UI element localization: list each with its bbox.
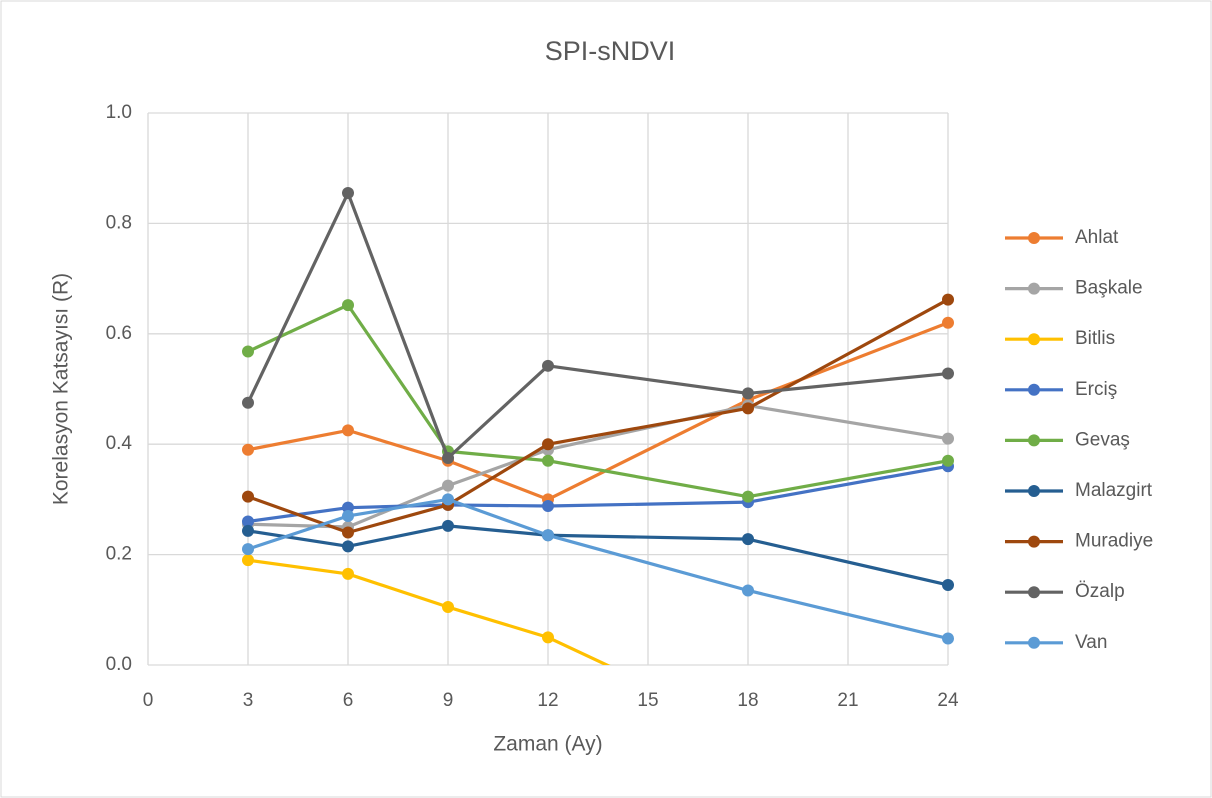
data-point [742,402,754,415]
y-tick-label: 0.0 [106,654,132,675]
legend-marker [1028,434,1040,447]
legend-label: Ahlat [1075,227,1119,248]
data-point [942,316,954,329]
data-point [542,529,554,542]
legend-marker [1028,232,1040,244]
legend-marker [1028,383,1040,396]
data-point [742,490,754,503]
data-point [942,632,954,645]
data-point [442,601,454,614]
data-point [942,578,954,591]
data-point [342,540,354,553]
data-point [542,500,554,513]
plot-area [242,187,954,665]
data-point [242,345,254,358]
data-point [242,396,254,409]
data-point [442,493,454,506]
data-point [742,584,754,597]
grid: 0.0 0.2 0.4 0.6 0.8 1.0 0 3 6 9 12 15 18 21 24 [106,102,959,711]
series-line [247,497,949,641]
legend-label: Muradiye [1075,531,1153,552]
chart-title: SPI-sNDVI [545,36,676,66]
data-point [242,443,254,456]
data-point [342,187,354,200]
data-point [342,424,354,437]
data-point [342,509,354,522]
legend-label: Bitlis [1075,328,1115,349]
series-line [247,303,949,499]
data-point [242,490,254,503]
data-point [942,454,954,467]
data-point [342,299,354,312]
data-point [942,432,954,445]
data-point [542,438,554,451]
data-point [242,543,254,556]
data-point [742,387,754,400]
y-tick-label: 0.2 [106,544,132,565]
data-point [442,452,454,464]
data-point [542,631,554,644]
data-point [242,515,254,528]
x-tick-label: 12 [537,690,558,711]
x-tick-label: 6 [343,690,354,711]
legend-marker [1028,535,1040,548]
data-point [342,526,354,539]
legend-marker [1028,586,1040,599]
y-axis-title: Korelasyon Katsayısı (R) [50,273,73,505]
y-tick-label: 0.8 [106,212,132,233]
y-tick-label: 1.0 [106,102,132,123]
data-point [542,454,554,467]
x-tick-label: 9 [443,690,454,711]
legend-label: Özalp [1075,581,1125,602]
data-point [942,367,954,380]
x-tick-label: 3 [243,690,254,711]
series-line [247,321,949,501]
data-point [242,524,254,537]
data-point [342,501,354,514]
legend: Ahlat Başkale Bitlis Erciş Gevaş Malazgirt Mur… [1005,227,1153,653]
data-point [442,479,454,492]
series-line [247,524,949,587]
legend-marker [1028,636,1040,649]
data-point [342,567,354,580]
y-tick-label: 0.4 [106,433,133,454]
legend-marker [1028,485,1040,497]
x-axis-title: Zaman (Ay) [493,733,602,756]
legend-label: Erciş [1075,379,1117,400]
legend-label: Van [1075,632,1107,653]
legend-marker [1028,282,1040,295]
x-tick-label: 24 [937,690,959,711]
x-tick-label: 0 [143,690,154,711]
data-point [942,293,954,306]
series-line [247,558,611,665]
legend-label: Malazgirt [1075,480,1153,501]
legend-marker [1028,333,1040,346]
y-tick-label: 0.6 [106,323,132,344]
x-tick-label: 21 [837,690,858,711]
data-point [742,533,754,546]
x-tick-label: 18 [737,690,758,711]
data-point [542,359,554,372]
series-line [246,191,949,460]
series-line [247,464,949,524]
legend-label: Başkale [1075,278,1143,299]
x-tick-label: 15 [637,690,658,711]
data-point [442,519,454,532]
data-point [242,554,254,567]
legend-label: Gevaş [1075,429,1130,450]
